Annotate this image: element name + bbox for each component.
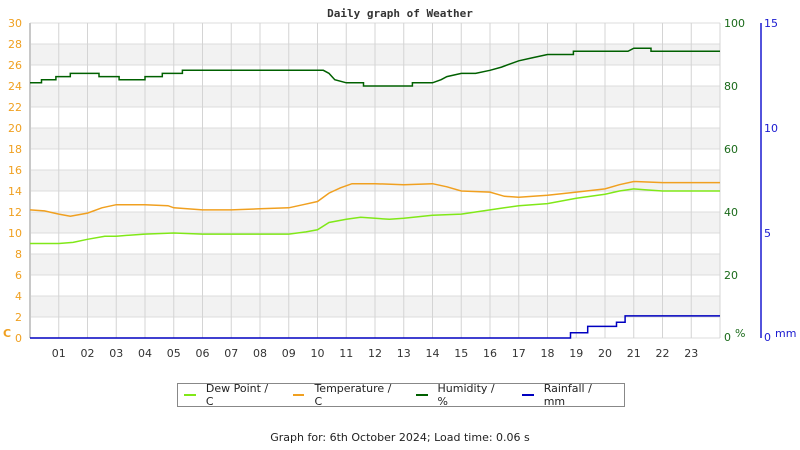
x-axis-tick-label: 11 — [339, 347, 353, 360]
x-axis-tick-label: 10 — [311, 347, 325, 360]
x-axis-tick-label: 19 — [569, 347, 583, 360]
x-axis-tick-label: 04 — [138, 347, 152, 360]
legend-item-humidity: Humidity / % — [415, 382, 508, 408]
x-axis-tick-label: 23 — [684, 347, 698, 360]
left-axis-unit: C — [3, 327, 11, 340]
left-axis-tick-label: 10 — [8, 227, 22, 240]
x-axis-tick-label: 13 — [397, 347, 411, 360]
x-axis-tick-label: 01 — [52, 347, 66, 360]
x-axis-tick-label: 06 — [196, 347, 210, 360]
right-axis-tick-label: 100 — [724, 17, 745, 30]
left-axis-tick-label: 6 — [15, 269, 22, 282]
legend-item-rainfall: Rainfall / mm — [521, 382, 616, 408]
left-axis-tick-label: 20 — [8, 122, 22, 135]
x-axis-tick-label: 05 — [167, 347, 181, 360]
legend-item-dew-point: Dew Point / C — [184, 382, 279, 408]
right-axis-unit: % — [735, 327, 745, 340]
x-axis-tick-label: 21 — [627, 347, 641, 360]
legend-label: Rainfall / mm — [543, 382, 592, 408]
x-axis-tick-label: 12 — [368, 347, 382, 360]
legend-label: Humidity / % — [437, 382, 495, 408]
far-right-axis-unit: mm — [775, 327, 796, 340]
x-axis-tick-label: 17 — [512, 347, 526, 360]
left-axis-tick-label: 2 — [15, 311, 22, 324]
left-axis-tick-label: 0 — [15, 332, 22, 345]
legend-swatch — [184, 394, 196, 396]
x-axis-tick-label: 16 — [483, 347, 497, 360]
x-axis-tick-label: 15 — [454, 347, 468, 360]
legend-swatch — [521, 394, 534, 396]
legend-item-temperature: Temperature / C — [292, 382, 402, 408]
x-axis-tick-label: 09 — [282, 347, 296, 360]
x-axis-tick-label: 18 — [541, 347, 555, 360]
right-axis-ticks: 0 20 40 60 80 100 — [724, 17, 745, 344]
left-axis-tick-label: 12 — [8, 206, 22, 219]
right-axis-tick-label: 0 — [724, 331, 731, 344]
x-axis-tick-label: 20 — [598, 347, 612, 360]
right-axis-tick-label: 60 — [724, 143, 738, 156]
left-axis-tick-label: 8 — [15, 248, 22, 261]
left-axis-tick-label: 26 — [8, 59, 22, 72]
legend-swatch — [415, 394, 428, 396]
x-axis-tick-label: 08 — [253, 347, 267, 360]
legend-label: Temperature / C — [314, 382, 392, 408]
series-line — [29, 180, 720, 217]
left-axis-tick-label: 16 — [8, 164, 22, 177]
left-axis-tick-label: 28 — [8, 38, 22, 51]
right-axis-tick-label: 20 — [724, 269, 738, 282]
plot-gridlines — [29, 22, 721, 339]
far-right-axis-tick-label: 0 — [764, 331, 771, 344]
x-axis-tick-label: 14 — [426, 347, 440, 360]
series-line — [30, 47, 720, 87]
left-axis-tick-label: 14 — [8, 185, 22, 198]
far-right-axis-ticks: 0 5 10 15 — [764, 17, 778, 344]
left-axis-tick-label: 30 — [8, 17, 22, 30]
legend-swatch — [292, 394, 305, 396]
series-line — [30, 188, 720, 245]
right-axis-tick-label: 80 — [724, 80, 738, 93]
far-right-axis-tick-label: 5 — [764, 227, 771, 240]
graph-footer: Graph for: 6th October 2024; Load time: … — [270, 431, 530, 444]
x-axis-tick-label: 02 — [81, 347, 95, 360]
x-axis-ticks: 01 02 03 04 05 06 07 08 09 10 11 12 13 14 15 16 17 18 19 20… — [52, 347, 699, 360]
x-axis-tick-label: 03 — [109, 347, 123, 360]
x-axis-tick-label: 07 — [224, 347, 238, 360]
left-axis-tick-label: 22 — [8, 101, 22, 114]
data-series — [29, 47, 720, 339]
far-right-axis-tick-label: 10 — [764, 122, 778, 135]
chart-legend: Dew Point / C Temperature / C Humidity /… — [177, 382, 625, 408]
chart-title: Daily graph of Weather — [327, 7, 473, 20]
right-axis-tick-label: 40 — [724, 206, 738, 219]
left-axis-tick-label: 18 — [8, 143, 22, 156]
left-axis-tick-label: 24 — [8, 80, 22, 93]
left-axis-tick-label: 4 — [15, 290, 22, 303]
x-axis-tick-label: 22 — [656, 347, 670, 360]
legend-label: Dew Point / C — [205, 382, 269, 408]
far-right-axis-tick-label: 15 — [764, 17, 778, 30]
series-line — [30, 315, 720, 339]
